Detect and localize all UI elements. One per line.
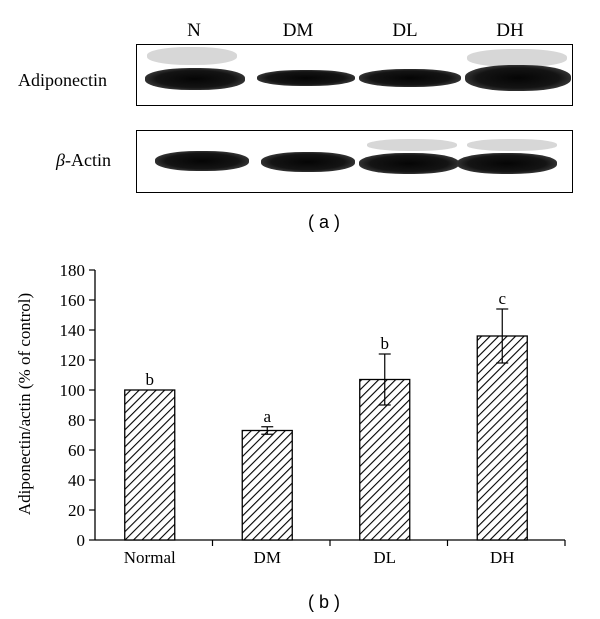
y-tick-label: 20: [68, 501, 85, 520]
significance-letter: a: [263, 407, 271, 426]
band-actin-dl: [359, 153, 459, 174]
y-tick-label: 120: [60, 351, 86, 370]
band-adiponectin-n: [145, 68, 245, 90]
lane-label-n: N: [187, 20, 201, 41]
significance-letter: b: [146, 370, 155, 389]
band-adiponectin-dh: [465, 65, 571, 91]
panel-a-tag: ( a ): [307, 212, 340, 232]
band-actin-dm: [261, 152, 355, 172]
lane-label-dm: DM: [282, 20, 314, 41]
row-label-adiponectin: Adiponectin: [18, 70, 107, 90]
y-tick-label: 180: [60, 261, 86, 280]
y-tick-label: 60: [68, 441, 85, 460]
y-tick-label: 0: [77, 531, 86, 550]
x-tick-label: DH: [490, 548, 515, 567]
axes: 0 20 40 60 80 100 120 140 160 180: [60, 261, 566, 550]
y-tick-label: 160: [60, 291, 86, 310]
blot-beta-actin: [136, 130, 573, 193]
x-tick-label: DL: [373, 548, 396, 567]
significance-letter: b: [381, 334, 390, 353]
lane-label-dh: DH: [496, 20, 524, 41]
bars: b Normal a DM b DL c DH: [124, 289, 528, 567]
x-tick-label: Normal: [124, 548, 176, 567]
bar-chart: Adiponectin/actin (% of control) 0 20 40 60…: [15, 261, 566, 567]
row-label-beta-actin: β-Actin: [56, 150, 111, 170]
band-adiponectin-dm: [257, 70, 355, 86]
bar-dl: [359, 378, 411, 541]
lane-label-dl: DL: [392, 20, 418, 41]
y-axis-label: Adiponectin/actin (% of control): [15, 293, 34, 515]
x-tick-label: DM: [254, 548, 281, 567]
bar-dh: [476, 335, 528, 541]
panel-b-tag: ( b ): [307, 592, 340, 612]
y-tick-label: 100: [60, 381, 86, 400]
bar-normal: [124, 389, 176, 541]
y-tick-label: 140: [60, 321, 86, 340]
band-adiponectin-dl: [359, 69, 461, 87]
y-tick-label: 40: [68, 471, 85, 490]
band-actin-n: [155, 151, 249, 171]
bar-dm: [241, 429, 293, 541]
y-tick-label: 80: [68, 411, 85, 430]
blot-adiponectin: [136, 44, 573, 106]
band-actin-dh: [457, 153, 557, 174]
significance-letter: c: [498, 289, 506, 308]
